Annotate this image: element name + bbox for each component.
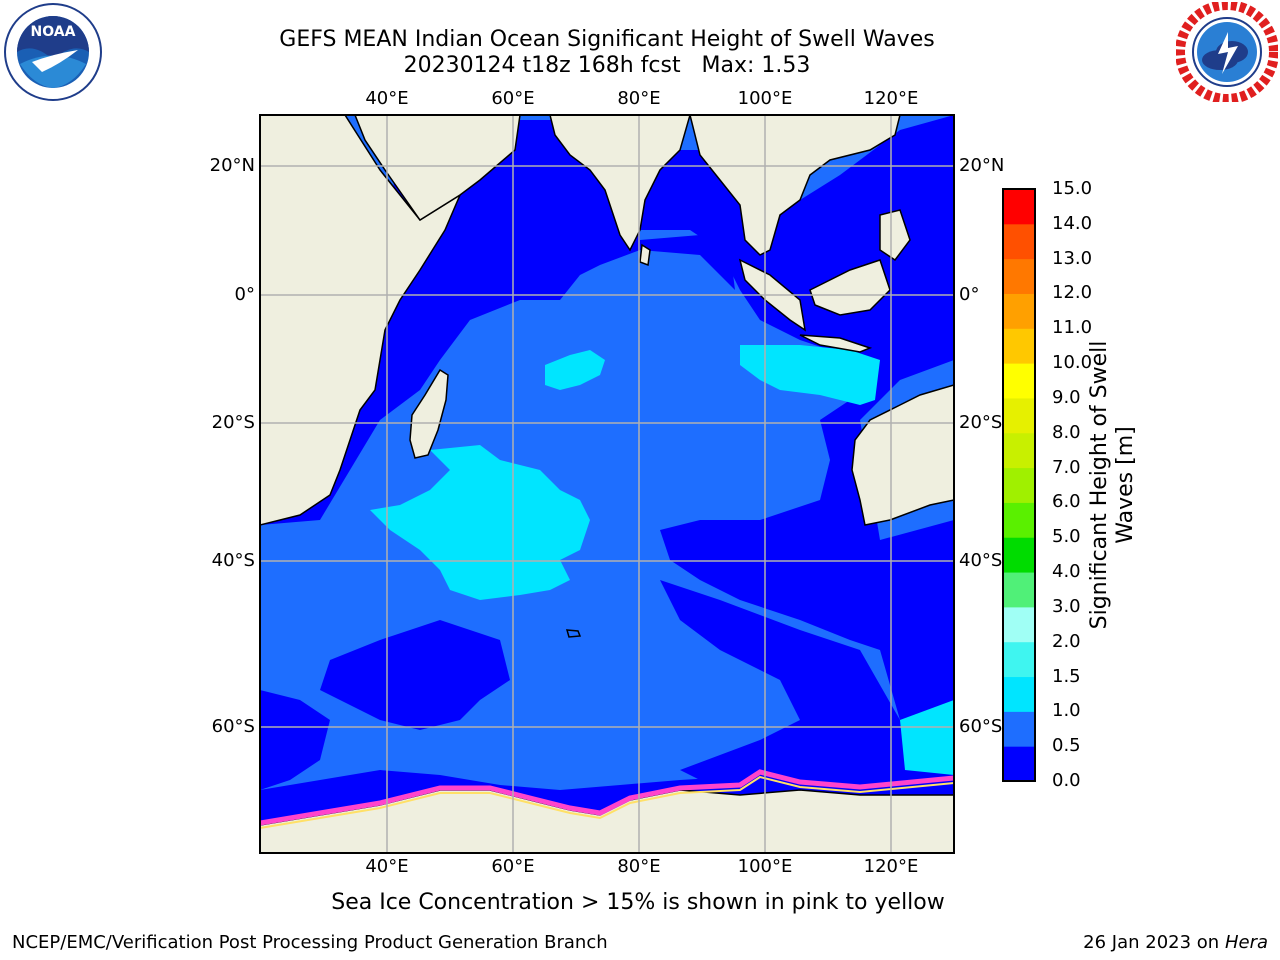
- lat-tick-right: 20°S: [959, 412, 1003, 433]
- land-southeast-asia: [689, 115, 901, 256]
- lat-tick-left: 20°N: [209, 155, 255, 176]
- colorbar: [1002, 188, 1036, 782]
- land-sumatra-borneo: [738, 209, 911, 332]
- noaa-logo: NOAA: [4, 3, 102, 101]
- lon-tick-bottom: 40°E: [365, 856, 409, 877]
- colorbar-swatch: [1003, 397, 1035, 434]
- colorbar-tick-label: 10.0: [1052, 352, 1093, 374]
- colorbar-swatch: [1003, 189, 1035, 225]
- high-swell-southeast: [900, 700, 954, 775]
- low-swell-south-central: [660, 580, 954, 800]
- map-frame: [259, 114, 955, 854]
- lat-tick-left: 40°S: [211, 550, 255, 571]
- lat-tick-left: 60°S: [211, 716, 255, 737]
- sea-ice-edge-yellow: [260, 775, 954, 829]
- colorbar-tick-label: 0.0: [1052, 770, 1081, 791]
- colorbar-title-line2: Waves [m]: [1113, 426, 1138, 544]
- colorbar-tick-label: 6.0: [1052, 491, 1081, 513]
- colorbar-swatch: [1003, 258, 1035, 294]
- sea-ice-caption: Sea Ice Concentration > 15% is shown in …: [331, 890, 945, 915]
- colorbar-swatch: [1003, 606, 1035, 643]
- colorbar-swatch: [1003, 641, 1035, 678]
- lat-tick-right: 40°S: [959, 550, 1003, 571]
- colorbar-tick-label: 14.0: [1052, 212, 1093, 234]
- lon-tick-top: 120°E: [863, 88, 919, 109]
- colorbar-swatch: [1003, 293, 1035, 329]
- run-date: 26 Jan 2023 on Hera: [1083, 932, 1268, 953]
- high-swell-central: [545, 350, 605, 390]
- colorbar-tick-label: 9.0: [1052, 386, 1081, 408]
- lat-tick-left: 0°: [234, 284, 255, 305]
- lon-tick-top: 60°E: [491, 88, 535, 109]
- lat-tick-right: 60°S: [959, 716, 1003, 737]
- colorbar-tick-label: 3.0: [1052, 595, 1081, 617]
- run-date-text: 26 Jan 2023 on: [1083, 932, 1225, 953]
- map-title: GEFS MEAN Indian Ocean Significant Heigh…: [279, 27, 935, 52]
- colorbar-title-line1: Significant Height of Swell: [1087, 340, 1112, 630]
- colorbar-swatch: [1003, 537, 1035, 573]
- lon-tick-top: 40°E: [365, 88, 409, 109]
- colorbar-tick-label: 5.0: [1052, 526, 1081, 548]
- colorbar-tick-label: 4.0: [1052, 561, 1081, 583]
- nws-logo: [1176, 2, 1278, 102]
- lon-tick-bottom: 120°E: [863, 856, 919, 877]
- lat-tick-left: 20°S: [211, 412, 255, 433]
- colorbar-swatch: [1003, 676, 1035, 712]
- land-java: [799, 334, 873, 353]
- land-sri-lanka: [639, 243, 651, 267]
- host-name: Hera: [1224, 932, 1268, 953]
- lon-tick-bottom: 100°E: [737, 856, 793, 877]
- colorbar-tick-label: 1.0: [1052, 700, 1081, 722]
- colorbar-tick-label: 2.0: [1052, 630, 1081, 652]
- land-india: [549, 115, 691, 252]
- colorbar-swatch: [1003, 502, 1035, 538]
- land-kerguelen: [565, 629, 582, 638]
- colorbar-tick-label: 0.5: [1052, 735, 1081, 757]
- low-swell-west-australia: [660, 420, 954, 720]
- map-gridlines: [260, 115, 954, 853]
- high-swell-east: [740, 345, 880, 405]
- producer-credit: NCEP/EMC/Verification Post Processing Pr…: [12, 932, 608, 953]
- lat-tick-right: 20°N: [959, 155, 1005, 176]
- colorbar-swatch: [1003, 432, 1035, 469]
- colorbar-swatch: [1003, 572, 1035, 608]
- colorbar-tick-label: 11.0: [1052, 317, 1093, 339]
- colorbar-swatch: [1003, 711, 1035, 747]
- colorbar-tick-label: 7.0: [1052, 456, 1081, 478]
- land-australia: [851, 384, 954, 526]
- colorbar-swatch: [1003, 467, 1035, 503]
- colorbar-swatch: [1003, 223, 1035, 260]
- colorbar-tick-label: 13.0: [1052, 247, 1093, 269]
- colorbar-swatch: [1003, 746, 1035, 782]
- land-madagascar: [409, 368, 449, 459]
- map-subtitle: 20230124 t18z 168h fcst Max: 1.53: [403, 53, 811, 78]
- low-swell-southwest: [320, 620, 510, 730]
- colorbar-tick-label: 12.0: [1052, 282, 1093, 304]
- colorbar-tick-label: 15.0: [1052, 178, 1093, 199]
- low-swell-southwest-edge: [260, 690, 330, 790]
- colorbar-tick-label: 8.0: [1052, 421, 1081, 443]
- land-arabia: [354, 115, 521, 222]
- lon-tick-top: 100°E: [737, 88, 793, 109]
- sea-ice-band: [260, 769, 954, 826]
- lat-tick-right: 0°: [959, 284, 980, 305]
- colorbar-swatch: [1003, 363, 1035, 399]
- lon-tick-bottom: 60°E: [491, 856, 535, 877]
- colorbar-swatch: [1003, 328, 1035, 364]
- colorbar-tick-label: 1.5: [1052, 665, 1081, 687]
- noaa-logo-text: NOAA: [31, 24, 76, 40]
- low-swell-bay-bengal: [640, 115, 954, 430]
- lon-tick-top: 80°E: [617, 88, 661, 109]
- lon-tick-bottom: 80°E: [617, 856, 661, 877]
